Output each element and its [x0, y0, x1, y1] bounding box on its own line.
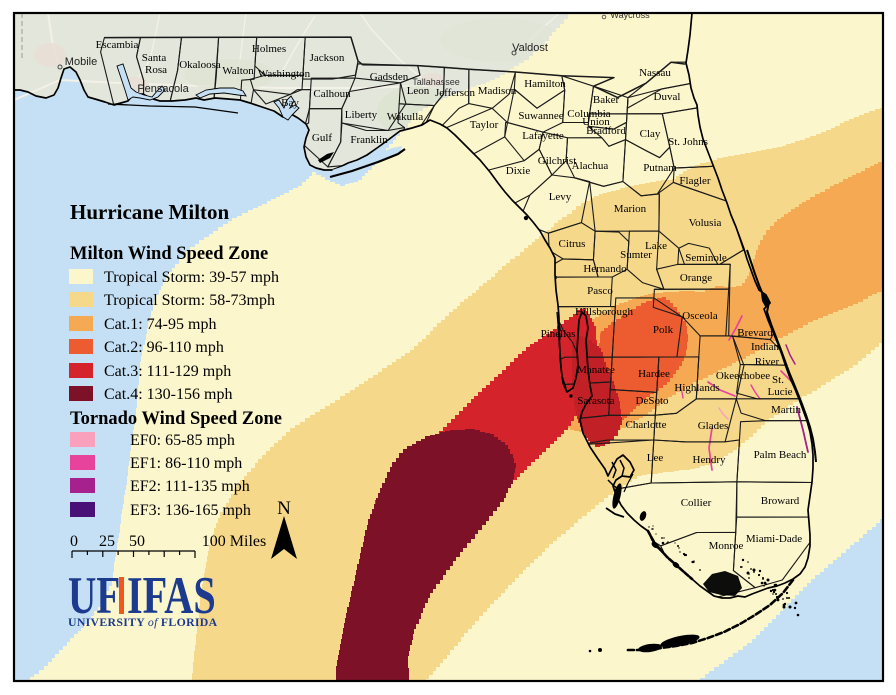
svg-text:UF: UF [68, 566, 120, 625]
svg-text:Clay: Clay [640, 128, 661, 140]
svg-text:Tropical Storm: 58-73mph: Tropical Storm: 58-73mph [104, 292, 275, 309]
svg-text:Bradford: Bradford [586, 125, 626, 137]
svg-text:Jackson: Jackson [310, 52, 345, 64]
svg-text:Leon: Leon [407, 85, 430, 97]
svg-text:Tropical Storm: 39-57 mph: Tropical Storm: 39-57 mph [104, 269, 279, 286]
svg-text:Jefferson: Jefferson [435, 87, 476, 99]
svg-text:Union: Union [582, 116, 610, 128]
svg-text:N: N [277, 498, 291, 519]
svg-text:Palm Beach: Palm Beach [754, 449, 807, 461]
svg-text:Seminole: Seminole [685, 252, 727, 264]
svg-text:Cat.3: 111-129 mph: Cat.3: 111-129 mph [104, 363, 231, 380]
svg-text:Sarasota: Sarasota [577, 395, 614, 407]
svg-text:Brevard: Brevard [737, 327, 773, 339]
svg-text:25: 25 [99, 533, 115, 550]
svg-text:Hurricane Milton: Hurricane Milton [70, 200, 230, 224]
svg-text:Nassau: Nassau [639, 67, 671, 79]
svg-text:Highlands: Highlands [674, 382, 719, 394]
svg-text:50: 50 [129, 533, 145, 550]
svg-text:IFAS: IFAS [127, 567, 216, 626]
svg-text:Sumter: Sumter [620, 249, 652, 261]
svg-text:Volusia: Volusia [689, 217, 722, 229]
svg-text:Hamilton: Hamilton [524, 78, 566, 90]
svg-text:River: River [755, 356, 780, 368]
svg-text:Monroe: Monroe [709, 540, 744, 552]
svg-text:Wakulla: Wakulla [387, 111, 423, 123]
svg-text:Columbia: Columbia [567, 108, 611, 120]
svg-text:Pensacola: Pensacola [137, 83, 189, 95]
svg-text:Cat.4: 130-156 mph: Cat.4: 130-156 mph [104, 386, 232, 403]
svg-text:St.: St. [772, 374, 784, 386]
svg-text:Pinellas: Pinellas [541, 328, 576, 340]
svg-text:UNIVERSITY of FLORIDA: UNIVERSITY of FLORIDA [68, 615, 218, 629]
svg-text:Lafayette: Lafayette [522, 130, 564, 142]
svg-text:Gadsden: Gadsden [370, 71, 409, 83]
svg-text:Glades: Glades [698, 420, 729, 432]
svg-text:Waycross: Waycross [610, 10, 650, 20]
svg-text:Calhoun: Calhoun [313, 88, 351, 100]
svg-text:Miami-Dade: Miami-Dade [746, 533, 802, 545]
svg-text:Walton: Walton [222, 65, 254, 77]
svg-text:Cat.1: 74-95 mph: Cat.1: 74-95 mph [104, 316, 216, 333]
svg-text:Hendry: Hendry [693, 454, 726, 466]
svg-text:Duval: Duval [654, 91, 681, 103]
svg-text:Gulf: Gulf [312, 132, 333, 144]
svg-text:Hernando: Hernando [583, 263, 627, 275]
svg-text:Valdost: Valdost [512, 42, 548, 54]
svg-text:Lee: Lee [647, 452, 664, 464]
svg-text:Hillsborough: Hillsborough [575, 306, 634, 318]
svg-text:Washington: Washington [258, 68, 311, 80]
svg-text:DeSoto: DeSoto [636, 395, 670, 407]
svg-text:Gilchrist: Gilchrist [538, 155, 577, 167]
svg-text:Alachua: Alachua [572, 160, 609, 172]
svg-text:Mobile: Mobile [65, 56, 97, 68]
svg-text:Holmes: Holmes [252, 43, 286, 55]
svg-text:Marion: Marion [614, 203, 647, 215]
svg-text:Citrus: Citrus [559, 238, 586, 250]
svg-text:Levy: Levy [549, 191, 572, 203]
svg-text:Taylor: Taylor [470, 119, 499, 131]
svg-text:Milton Wind Speed Zone: Milton Wind Speed Zone [70, 244, 268, 264]
svg-text:Bay: Bay [281, 97, 299, 109]
svg-text:Lake: Lake [645, 240, 667, 252]
svg-text:Martin: Martin [771, 404, 801, 416]
svg-text:0: 0 [70, 533, 78, 550]
svg-text:St. Johns: St. Johns [668, 136, 708, 148]
svg-text:EF0: 65-85 mph: EF0: 65-85 mph [130, 432, 235, 449]
svg-text:Tornado Wind Speed Zone: Tornado Wind Speed Zone [70, 409, 282, 429]
svg-text:Dixie: Dixie [506, 165, 531, 177]
svg-text:EF2: 111-135 mph: EF2: 111-135 mph [130, 478, 250, 495]
svg-text:Pasco: Pasco [587, 285, 613, 297]
svg-text:Orange: Orange [680, 272, 712, 284]
svg-text:Liberty: Liberty [345, 109, 378, 121]
svg-text:EF1: 86-110 mph: EF1: 86-110 mph [130, 455, 242, 472]
svg-text:Putnam: Putnam [643, 162, 677, 174]
svg-text:Broward: Broward [761, 495, 800, 507]
svg-text:Madison: Madison [478, 85, 517, 97]
svg-text:Collier: Collier [681, 497, 712, 509]
svg-text:Franklin: Franklin [350, 134, 388, 146]
svg-text:Okeechobee: Okeechobee [716, 370, 770, 382]
svg-text:Suwannee: Suwannee [518, 110, 563, 122]
svg-text:Charlotte: Charlotte [626, 419, 667, 431]
svg-text:Osceola: Osceola [682, 310, 718, 322]
svg-text:100 Miles: 100 Miles [202, 533, 266, 550]
svg-text:Okaloosa: Okaloosa [179, 59, 221, 71]
svg-text:Manatee: Manatee [577, 364, 615, 376]
svg-text:Cat.2: 96-110 mph: Cat.2: 96-110 mph [104, 339, 224, 356]
svg-text:Hardee: Hardee [638, 368, 670, 380]
svg-text:EF3: 136-165 mph: EF3: 136-165 mph [130, 502, 251, 519]
svg-text:Rosa: Rosa [145, 64, 167, 76]
svg-text:Polk: Polk [653, 324, 674, 336]
svg-text:Flagler: Flagler [679, 175, 710, 187]
svg-text:Tallahassee: Tallahassee [412, 77, 460, 87]
svg-text:Lucie: Lucie [767, 386, 792, 398]
svg-text:Baker: Baker [593, 94, 620, 106]
svg-text:Indian: Indian [751, 341, 780, 353]
svg-text:Santa: Santa [142, 52, 167, 64]
svg-text:Escambia: Escambia [96, 39, 139, 51]
